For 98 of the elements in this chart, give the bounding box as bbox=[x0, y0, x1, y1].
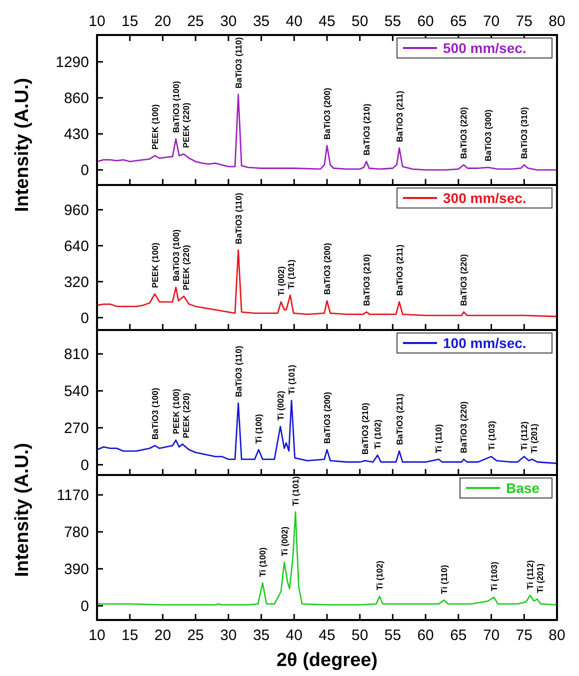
annotation: BaTiO3 (200) bbox=[322, 88, 332, 140]
y-tick-label: 0 bbox=[80, 598, 89, 616]
annotation: BaTiO3 (300) bbox=[482, 109, 493, 162]
annotation: PEEK (100) bbox=[150, 104, 160, 150]
annotation: BaTiO3 (211) bbox=[394, 244, 404, 296]
x-tick-label: 55 bbox=[384, 627, 402, 644]
y-tick-label: 640 bbox=[64, 238, 89, 255]
annotation: BaTiO3 (200) bbox=[322, 242, 332, 295]
x2-tick-label: 15 bbox=[122, 13, 138, 30]
annotation: Ti (201) bbox=[529, 423, 540, 454]
annotation: BaTiO3 (110) bbox=[233, 346, 244, 398]
annotation: Ti (002) bbox=[276, 266, 286, 296]
legend-label: 300 mm/sec. bbox=[443, 190, 526, 206]
x2-tick-label: 25 bbox=[187, 13, 204, 30]
x2-tick-label: 80 bbox=[548, 13, 566, 30]
annotation: BaTiO3 (110) bbox=[233, 192, 244, 244]
annotation: BaTiO3 (110) bbox=[233, 36, 244, 88]
legend-label: 100 mm/sec. bbox=[443, 334, 526, 351]
annotation: BaTiO3 (210) bbox=[361, 104, 372, 156]
legend-label: Base bbox=[506, 480, 540, 496]
annotation: Ti (110) bbox=[434, 424, 444, 454]
y-tick-label: 270 bbox=[64, 420, 89, 438]
annotation: BaTiO3 (220) bbox=[458, 254, 469, 306]
y-tick-label: 430 bbox=[64, 126, 89, 144]
x2-tick-label: 70 bbox=[482, 13, 500, 30]
y-axis-title: Intensity (A.U.) bbox=[12, 78, 33, 212]
x2-tick-label: 65 bbox=[450, 13, 467, 30]
x-tick-label: 10 bbox=[88, 627, 106, 644]
x2-tick-label: 35 bbox=[252, 13, 270, 30]
annotation: Ti (201) bbox=[535, 563, 546, 594]
y-tick-label: 1170 bbox=[56, 487, 89, 504]
annotation: Ti (100) bbox=[254, 414, 264, 444]
annotation: PEEK (220) bbox=[180, 244, 191, 290]
y-tick-label: 1290 bbox=[56, 54, 89, 72]
x-tick-label: 80 bbox=[548, 627, 566, 644]
x2-tick-label: 75 bbox=[516, 13, 532, 30]
annotation: BaTiO3 (220) bbox=[458, 106, 469, 159]
x-tick-label: 30 bbox=[220, 627, 237, 644]
annotation: BaTiO3 (100) bbox=[170, 80, 181, 133]
x-tick-label: 45 bbox=[318, 627, 336, 644]
x-tick-label: 65 bbox=[450, 627, 467, 644]
y-axis-title: Intensity (A.U.) bbox=[12, 442, 33, 578]
annotation: BaTiO3 (100) bbox=[150, 388, 160, 440]
x-axis-title: 2θ (degree) bbox=[276, 650, 378, 671]
annotation: Ti (102) bbox=[372, 419, 383, 450]
annotation: BaTiO3 (210) bbox=[361, 254, 372, 306]
x2-tick-label: 10 bbox=[88, 13, 106, 30]
annotation: Ti (101) bbox=[286, 364, 296, 394]
x2-tick-label: 20 bbox=[154, 13, 172, 30]
annotation: Ti (002) bbox=[275, 390, 286, 420]
y-tick-label: 810 bbox=[64, 346, 89, 364]
annotation: Ti (101) bbox=[286, 259, 296, 290]
y-tick-label: 390 bbox=[64, 561, 89, 578]
y-tick-label: 860 bbox=[64, 90, 89, 108]
annotation: Ti (103) bbox=[486, 420, 496, 451]
annotation: BaTiO3 (310) bbox=[519, 106, 530, 159]
annotation: BaTiO3 (211) bbox=[394, 394, 404, 446]
annotation: PEEK (100) bbox=[150, 242, 160, 288]
x2-tick-label: 30 bbox=[220, 13, 237, 30]
annotation: BaTiO3 (211) bbox=[394, 90, 404, 142]
annotation: Ti (112) bbox=[525, 560, 536, 590]
line-series bbox=[97, 511, 557, 606]
annotation: PEEK (100) bbox=[170, 388, 181, 434]
annotation: PEEK (220) bbox=[180, 102, 191, 148]
y-tick-label: 0 bbox=[80, 162, 89, 180]
x2-tick-label: 60 bbox=[417, 13, 434, 30]
y-tick-label: 780 bbox=[64, 524, 89, 542]
annotation: BaTiO3 (220) bbox=[458, 401, 469, 454]
x-tick-label: 60 bbox=[417, 627, 434, 644]
x2-tick-label: 45 bbox=[318, 13, 336, 30]
annotation: BaTiO3 (210) bbox=[360, 402, 370, 455]
annotation: BaTiO3 (200) bbox=[322, 392, 332, 444]
x2-tick-label: 50 bbox=[352, 13, 368, 30]
y-tick-label: 0 bbox=[80, 456, 89, 474]
x-tick-label: 15 bbox=[122, 627, 138, 644]
annotation: BaTiO3 (100) bbox=[170, 229, 181, 282]
annotation: Ti (102) bbox=[374, 560, 385, 590]
annotation: Ti (112) bbox=[519, 421, 530, 451]
x2-tick-label: 40 bbox=[286, 13, 302, 30]
x-tick-label: 50 bbox=[352, 627, 368, 644]
y-tick-label: 540 bbox=[64, 383, 89, 400]
x-tick-label: 20 bbox=[154, 627, 172, 644]
annotation: Ti (002) bbox=[279, 526, 290, 556]
y-tick-label: 320 bbox=[64, 274, 89, 291]
y-tick-label: 960 bbox=[64, 202, 89, 219]
x-tick-label: 70 bbox=[482, 627, 500, 644]
y-tick-label: 0 bbox=[80, 310, 89, 327]
x-tick-label: 35 bbox=[252, 627, 270, 644]
annotation: Ti (103) bbox=[488, 561, 499, 592]
x-tick-label: 40 bbox=[286, 627, 302, 644]
legend-label: 500 mm/sec. bbox=[443, 40, 526, 56]
annotation: Ti (110) bbox=[438, 564, 449, 594]
x-tick-label: 25 bbox=[187, 627, 204, 644]
annotation: PEEK (220) bbox=[180, 392, 191, 438]
x-tick-label: 75 bbox=[516, 627, 532, 644]
x2-tick-label: 55 bbox=[384, 13, 402, 30]
annotation: Ti (101) bbox=[290, 476, 300, 506]
annotation: Ti (100) bbox=[258, 547, 268, 578]
